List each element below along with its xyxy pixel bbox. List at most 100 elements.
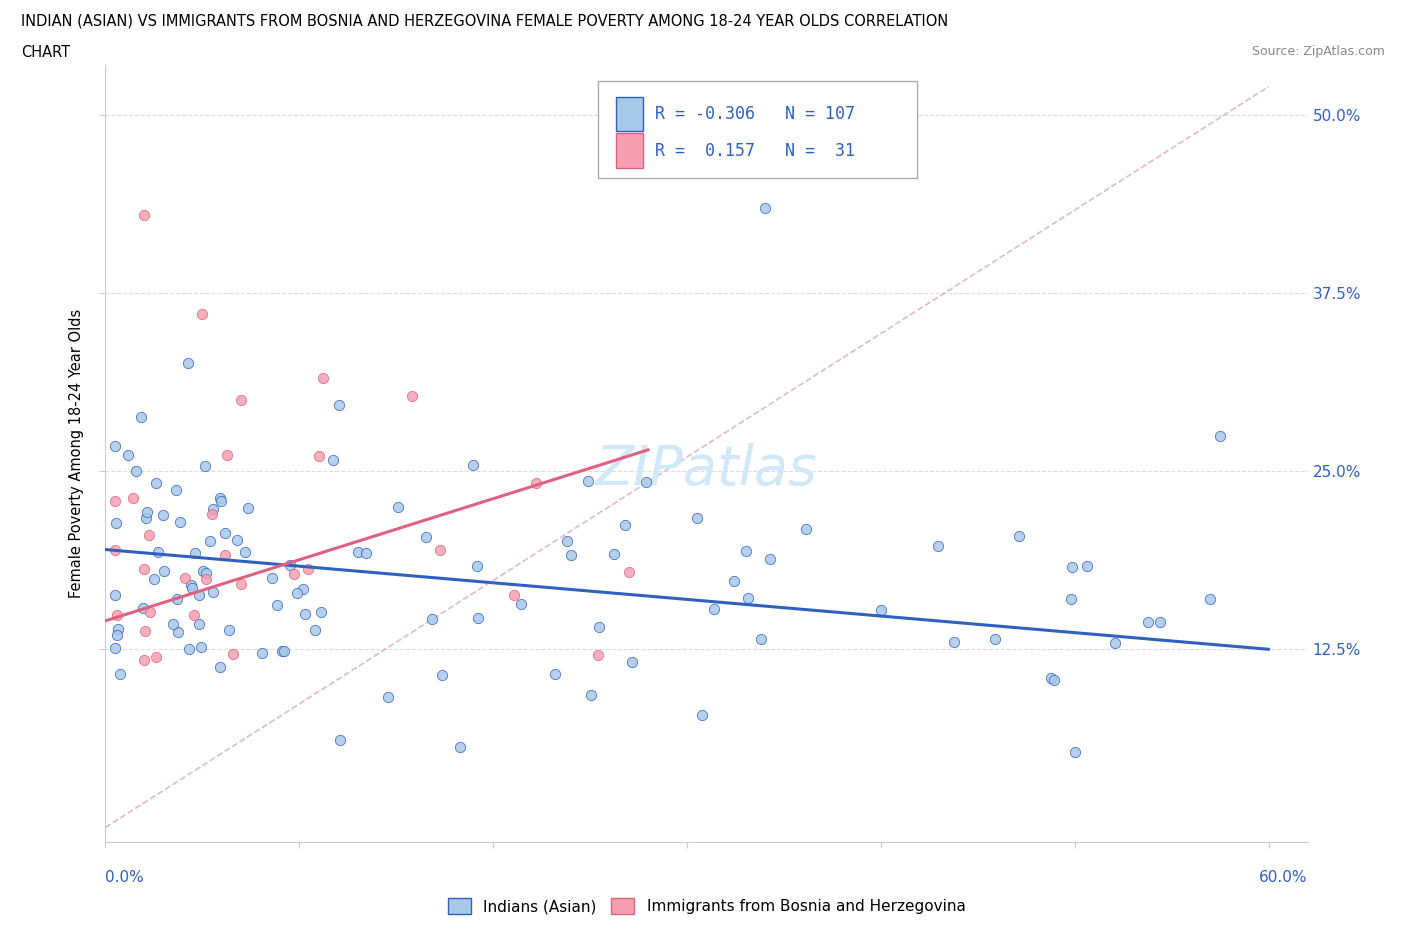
Point (132, 653, 155, 668)
Point (356, 545, 378, 560)
Y-axis label: Female Poverty Among 18-24 Year Olds: Female Poverty Among 18-24 Year Olds (69, 309, 84, 598)
Legend: Indians (Asian), Immigrants from Bosnia and Herzegovina: Indians (Asian), Immigrants from Bosnia … (441, 892, 972, 920)
Point (188, 617, 211, 631)
Point (415, 530, 437, 545)
Point (749, 631, 772, 646)
Point (557, 534, 579, 549)
Point (754, 200, 776, 215)
Point (131, 601, 153, 616)
Point (134, 562, 156, 577)
Point (686, 511, 709, 525)
Point (138, 528, 160, 543)
Point (260, 571, 283, 586)
Point (723, 574, 745, 589)
Point (524, 475, 547, 490)
Point (1064, 744, 1087, 759)
Point (153, 564, 176, 578)
Point (162, 617, 184, 631)
Point (125, 464, 148, 479)
Point (107, 622, 129, 637)
Point (586, 647, 609, 662)
Point (983, 631, 1005, 646)
Point (222, 646, 245, 661)
Point (145, 475, 167, 490)
Point (218, 622, 240, 637)
Point (297, 562, 319, 577)
Point (190, 640, 212, 655)
Point (165, 483, 187, 498)
Point (177, 642, 200, 657)
Point (579, 688, 602, 703)
Point (177, 356, 200, 371)
Bar (616, 97, 643, 131)
Point (135, 511, 157, 525)
Point (509, 597, 531, 612)
Point (759, 551, 782, 566)
Point (194, 458, 217, 473)
Point (121, 490, 143, 505)
Point (169, 514, 191, 529)
Point (308, 449, 330, 464)
Point (214, 525, 236, 540)
Point (634, 474, 657, 489)
Point (1060, 592, 1083, 607)
Point (180, 580, 202, 595)
Point (387, 499, 409, 514)
Point (461, 458, 484, 472)
Point (291, 582, 314, 597)
Point (503, 588, 526, 603)
Point (110, 667, 132, 682)
Point (467, 611, 489, 626)
Point (429, 542, 451, 557)
Point (174, 570, 197, 585)
Point (184, 545, 207, 560)
Point (737, 591, 759, 605)
Point (420, 612, 443, 627)
Point (401, 388, 423, 403)
Point (1209, 428, 1232, 443)
Point (209, 659, 232, 674)
Point (117, 447, 139, 462)
Point (209, 490, 232, 505)
Point (233, 545, 256, 560)
Point (870, 603, 893, 618)
Text: ZIPatlas: ZIPatlas (596, 443, 817, 496)
Point (735, 543, 758, 558)
Point (544, 667, 567, 682)
Point (617, 565, 640, 579)
Point (560, 548, 582, 563)
Point (231, 392, 253, 407)
Point (603, 546, 626, 561)
Point (942, 635, 965, 650)
Point (927, 539, 949, 554)
Point (250, 645, 273, 660)
Point (201, 584, 224, 599)
Point (183, 607, 205, 622)
Text: INDIAN (ASIAN) VS IMMIGRANTS FROM BOSNIA AND HERZEGOVINA FEMALE POVERTY AMONG 18: INDIAN (ASIAN) VS IMMIGRANTS FROM BOSNIA… (21, 14, 948, 29)
Point (152, 507, 174, 522)
Point (304, 622, 326, 637)
Point (449, 739, 471, 754)
Point (226, 532, 249, 547)
Bar (616, 133, 643, 168)
Point (104, 542, 127, 557)
Text: R = -0.306   N = 107: R = -0.306 N = 107 (655, 105, 855, 123)
Point (614, 517, 637, 532)
Point (270, 644, 292, 658)
Point (690, 708, 713, 723)
Point (621, 655, 644, 670)
Point (105, 516, 128, 531)
Point (312, 371, 335, 386)
Point (329, 733, 352, 748)
Point (1042, 672, 1064, 687)
Point (588, 619, 610, 634)
Point (1039, 671, 1062, 685)
Point (187, 588, 209, 603)
Point (703, 602, 725, 617)
Point (214, 547, 236, 562)
Point (180, 578, 202, 592)
Point (105, 627, 128, 642)
Point (129, 409, 152, 424)
Point (166, 624, 188, 639)
Point (1007, 529, 1029, 544)
